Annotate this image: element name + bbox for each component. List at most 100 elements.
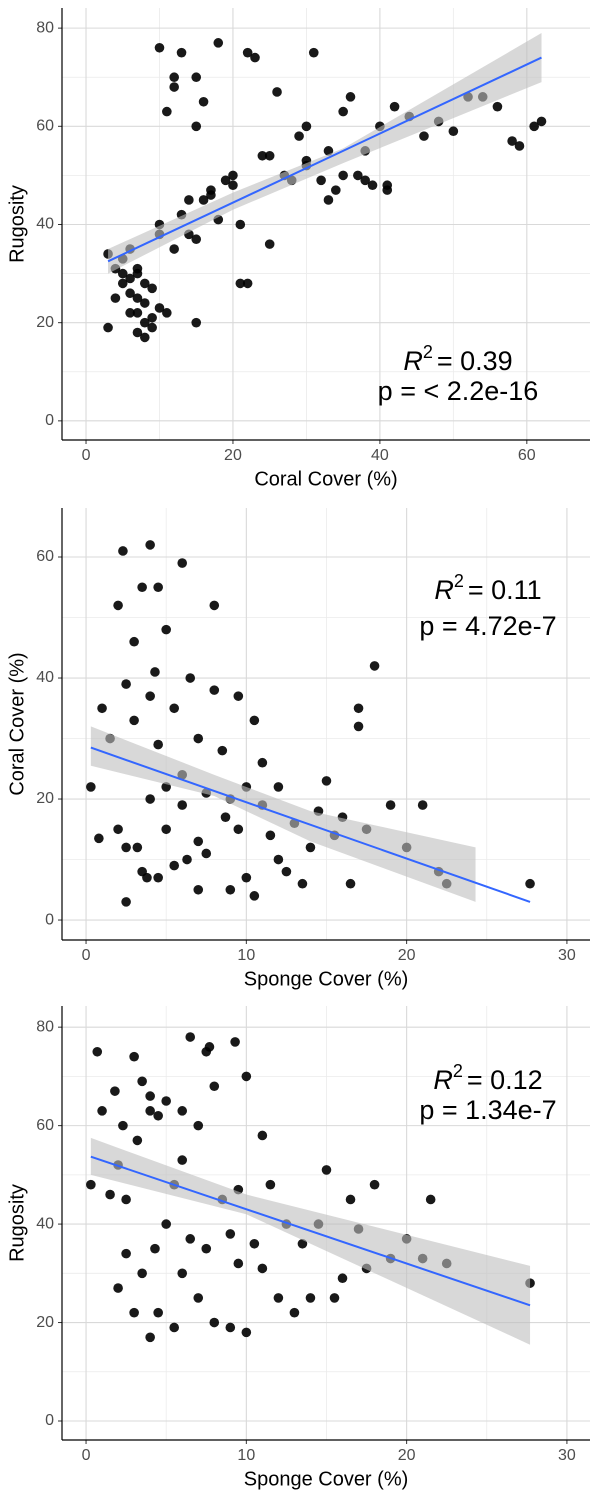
x-tick-label: 30 bbox=[558, 947, 576, 964]
point bbox=[103, 322, 113, 333]
point bbox=[492, 101, 503, 112]
x-tick-label: 10 bbox=[237, 947, 255, 964]
point bbox=[132, 308, 143, 318]
point bbox=[177, 558, 188, 568]
point bbox=[145, 1332, 155, 1343]
r-symbol: R bbox=[434, 575, 454, 605]
point bbox=[294, 131, 304, 141]
point bbox=[185, 673, 196, 683]
point bbox=[125, 308, 135, 318]
point bbox=[153, 872, 163, 883]
point bbox=[353, 703, 364, 714]
y-tick-label: 20 bbox=[36, 1314, 54, 1331]
r-squared: R2 = 0.12 bbox=[433, 1061, 542, 1095]
point bbox=[153, 1307, 163, 1318]
point bbox=[225, 1229, 236, 1239]
point bbox=[92, 1046, 103, 1057]
point bbox=[147, 322, 157, 333]
point bbox=[185, 1032, 196, 1042]
r-exponent: 2 bbox=[453, 1061, 463, 1081]
point bbox=[177, 1106, 188, 1116]
point bbox=[369, 661, 380, 671]
r-exponent: 2 bbox=[454, 571, 464, 591]
x-tick-label: 60 bbox=[518, 447, 536, 464]
panel: 0 20 40 60 0 20 40 60 80 Coral Cover (%) Rugosity R… bbox=[6, 8, 590, 490]
point bbox=[323, 146, 334, 156]
point bbox=[228, 180, 238, 191]
point bbox=[201, 1243, 212, 1254]
point bbox=[193, 836, 204, 847]
point bbox=[145, 1091, 155, 1101]
point bbox=[525, 878, 535, 889]
point bbox=[97, 703, 107, 714]
x-axis-title: Sponge Cover (%) bbox=[244, 968, 409, 990]
p-value: p = 4.72e-7 bbox=[419, 611, 556, 641]
point bbox=[338, 170, 348, 181]
point bbox=[209, 600, 220, 611]
p-value: p = < 2.2e-16 bbox=[378, 376, 539, 406]
point bbox=[153, 739, 163, 750]
point bbox=[191, 121, 202, 132]
point bbox=[177, 1155, 188, 1165]
point bbox=[257, 757, 268, 768]
point bbox=[121, 1194, 131, 1205]
point bbox=[321, 1165, 332, 1175]
point bbox=[139, 278, 150, 289]
point bbox=[161, 1219, 171, 1229]
point bbox=[145, 540, 155, 550]
x-tick-label: 30 bbox=[558, 1447, 576, 1464]
point bbox=[150, 1243, 160, 1254]
point bbox=[105, 1189, 115, 1200]
point bbox=[417, 800, 428, 810]
point bbox=[162, 308, 172, 318]
point bbox=[419, 131, 429, 141]
y-tick-label: 40 bbox=[36, 669, 54, 686]
point bbox=[129, 636, 139, 647]
point bbox=[169, 1322, 180, 1333]
point bbox=[264, 239, 275, 249]
point bbox=[305, 842, 316, 853]
point bbox=[132, 263, 143, 274]
point bbox=[139, 317, 150, 328]
point bbox=[86, 1179, 96, 1190]
y-tick-label: 60 bbox=[36, 118, 54, 135]
point bbox=[316, 175, 326, 186]
point bbox=[177, 1268, 188, 1279]
point bbox=[110, 293, 121, 303]
point bbox=[345, 1194, 356, 1205]
point bbox=[331, 185, 341, 195]
point bbox=[289, 1307, 300, 1318]
point bbox=[193, 1293, 204, 1303]
point bbox=[147, 283, 157, 294]
point bbox=[97, 1106, 107, 1116]
point bbox=[265, 1179, 276, 1190]
point bbox=[137, 1076, 147, 1087]
y-axis-title: Rugosity bbox=[6, 1184, 28, 1262]
point bbox=[161, 624, 171, 635]
point bbox=[198, 195, 209, 205]
point bbox=[139, 332, 150, 343]
point bbox=[121, 842, 131, 853]
point bbox=[257, 1263, 268, 1274]
point bbox=[389, 101, 400, 112]
point bbox=[117, 268, 128, 279]
point bbox=[125, 273, 135, 284]
point bbox=[305, 1293, 316, 1303]
x-tick-label: 20 bbox=[224, 447, 242, 464]
point bbox=[132, 842, 143, 853]
point bbox=[235, 219, 246, 230]
point bbox=[177, 800, 188, 810]
r-value: = 0.11 bbox=[468, 575, 542, 605]
point bbox=[382, 185, 393, 195]
point bbox=[145, 1106, 155, 1116]
fit-line bbox=[90, 1155, 531, 1307]
point bbox=[337, 1273, 348, 1284]
point bbox=[193, 733, 204, 744]
x-tick-label: 0 bbox=[82, 947, 91, 964]
point bbox=[529, 121, 539, 132]
point bbox=[191, 234, 202, 245]
point bbox=[191, 317, 202, 328]
point bbox=[264, 150, 275, 161]
point bbox=[360, 175, 370, 186]
point bbox=[301, 121, 312, 132]
